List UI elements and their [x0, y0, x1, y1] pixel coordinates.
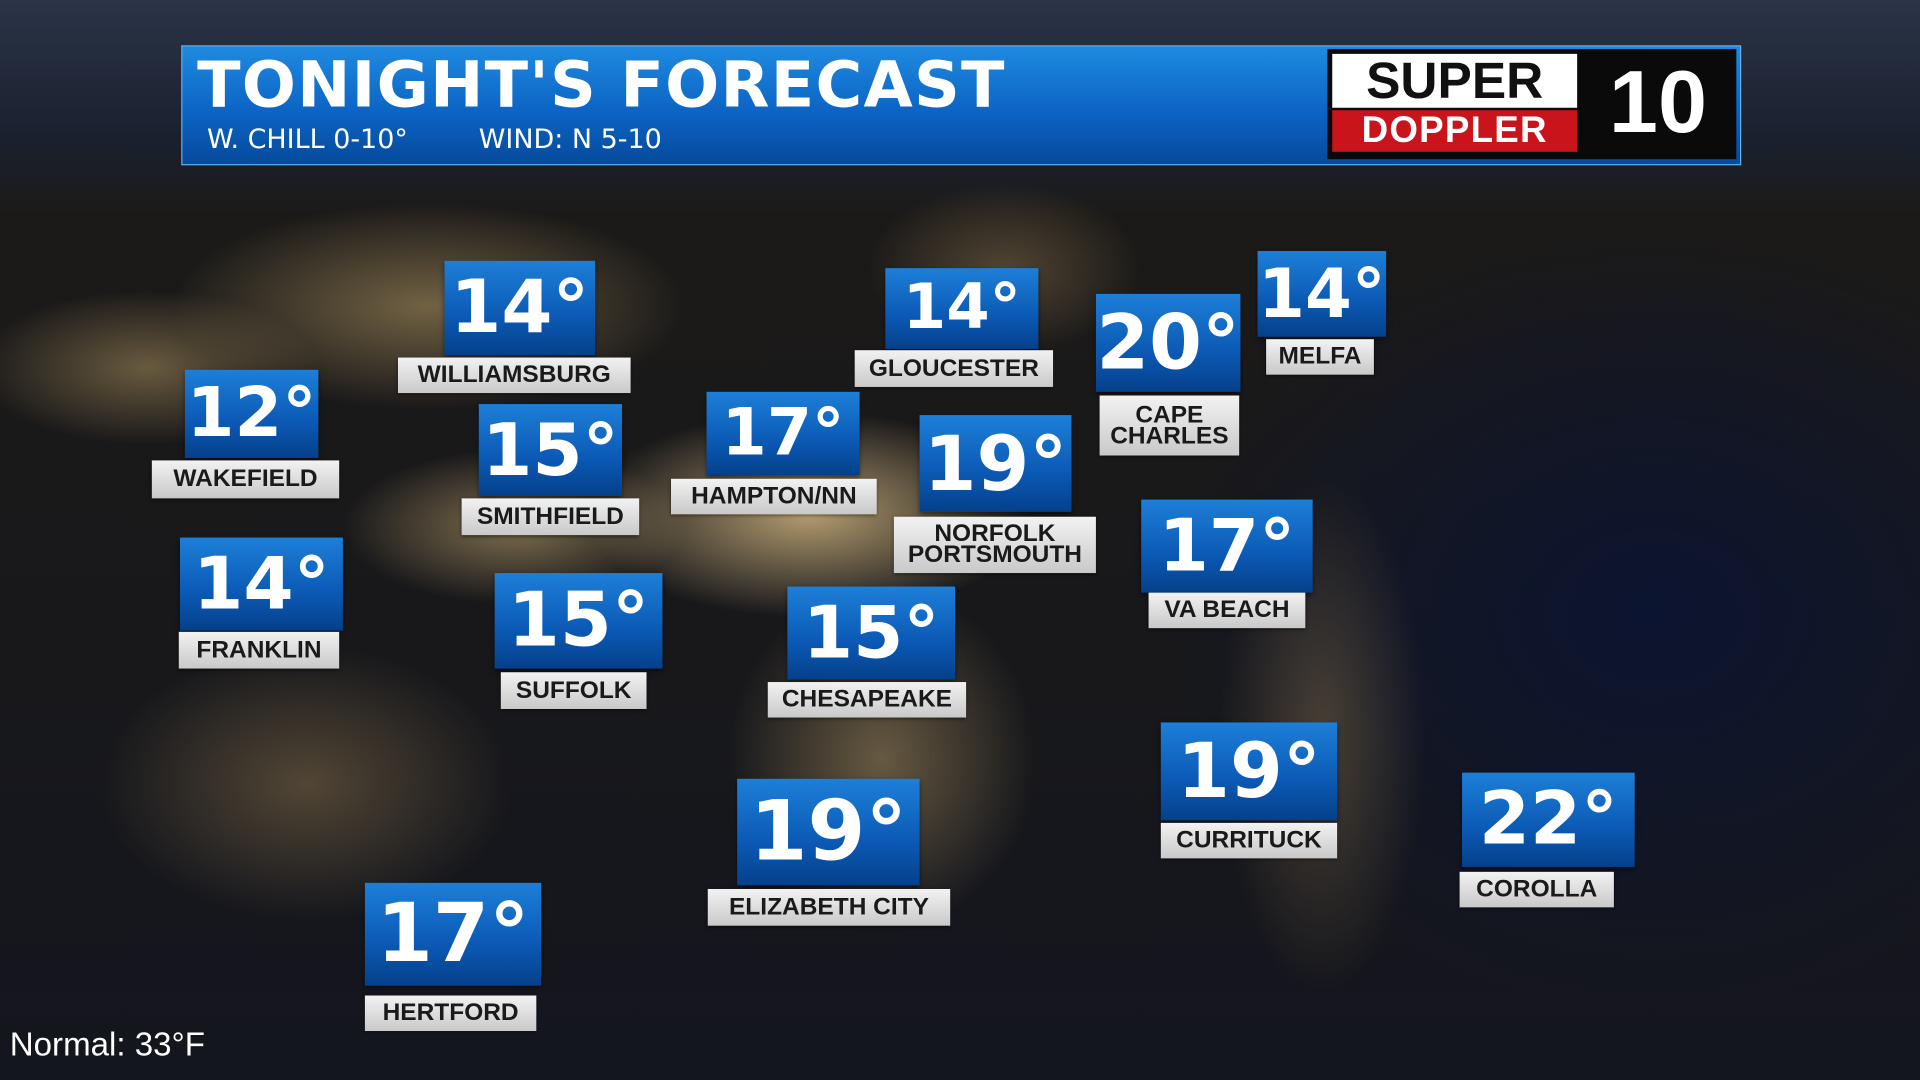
normal-temp: Normal: 33°F [9, 1026, 205, 1063]
logo-channel: 10 [1608, 53, 1707, 152]
city-name: SUFFOLK [515, 676, 632, 704]
temp-box: 19° [919, 415, 1072, 512]
temp-box: 17° [1141, 499, 1313, 593]
logo: SUPER DOPPLER 10 [1327, 48, 1737, 160]
city-label: WAKEFIELD [151, 460, 340, 499]
subtitle: W. CHILL 0-10° [206, 124, 408, 156]
city-name: FRANKLIN [196, 636, 322, 664]
title: TONIGHT'S FORECAST [197, 48, 1006, 123]
temp-box: 12° [184, 369, 319, 458]
city-name: COROLLA [1476, 875, 1598, 903]
city-label: HERTFORD [364, 995, 537, 1032]
city-label: CURRITUCK [1160, 822, 1338, 859]
temp-box: 14° [180, 537, 343, 631]
city-name: CHARLES [1110, 421, 1229, 449]
city-name: MELFA [1278, 342, 1362, 370]
city-name: WILLIAMSBURG [417, 361, 611, 389]
city-label: COROLLA [1459, 871, 1614, 908]
temp-box: 15° [478, 404, 623, 496]
city-label: SMITHFIELD [461, 498, 640, 536]
city-name: CURRITUCK [1176, 826, 1322, 854]
city-name: PORTSMOUTH [907, 541, 1082, 569]
city-label: SUFFOLK [500, 672, 647, 709]
city-label: HAMPTON/NN [671, 478, 877, 515]
logo-text: SUPER [1332, 53, 1578, 108]
city-name: NORFOLK [934, 520, 1056, 548]
city-name: ELIZABETH CITY [728, 893, 929, 921]
city-label: VA BEACH [1148, 592, 1306, 629]
temp-box: 20° [1095, 293, 1241, 392]
temp-box: 14° [1257, 251, 1387, 337]
city-label: CAPE CHARLES [1099, 395, 1240, 456]
logo-text: DOPPLER [1332, 110, 1578, 152]
temp-box: 17° [706, 391, 860, 476]
city-label: ELIZABETH CITY [707, 888, 951, 926]
temp-box: 15° [494, 573, 663, 669]
city-name: HAMPTON/NN [691, 482, 857, 510]
city-label: NORFOLK PORTSMOUTH [893, 516, 1096, 574]
city-label: CHESAPEAKE [767, 682, 967, 718]
city-name: VA BEACH [1164, 596, 1290, 624]
temp-box: 14° [444, 260, 596, 356]
temp-box: 22° [1462, 772, 1635, 867]
city-label: MELFA [1266, 339, 1374, 375]
city-label: WILLIAMSBURG [397, 357, 631, 394]
city-name: SMITHFIELD [476, 502, 624, 530]
city-name: HERTFORD [382, 999, 519, 1027]
city-name: CHESAPEAKE [781, 685, 952, 713]
city-name: WAKEFIELD [173, 465, 318, 493]
temp-box: 14° [885, 268, 1039, 349]
temp-box: 19° [737, 778, 920, 886]
city-name: CAPE [1135, 401, 1204, 428]
temp-box: 15° [787, 586, 956, 680]
city-label: FRANKLIN [178, 631, 340, 669]
temp-box: 19° [1160, 722, 1338, 821]
subtitle: WIND: N 5-10 [478, 124, 662, 156]
temp-box: 17° [364, 882, 542, 986]
city-name: GLOUCESTER [868, 354, 1039, 382]
city-label: GLOUCESTER [854, 350, 1054, 387]
